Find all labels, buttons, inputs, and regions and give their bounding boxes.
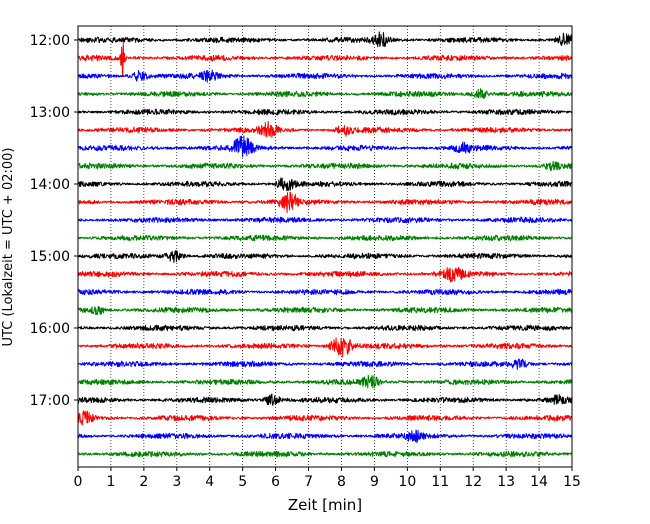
trace-row-1715 — [77, 410, 573, 426]
x-tick-label: 11 — [431, 474, 449, 490]
trace-row-1245 — [77, 88, 573, 99]
trace-row-1600 — [77, 324, 573, 332]
trace-row-1430 — [77, 216, 573, 224]
trace-row-1515 — [77, 266, 573, 283]
y-tick-label: 16:00 — [30, 321, 70, 337]
x-tick-label: 0 — [74, 474, 83, 490]
x-axis-label: Zeit [min] — [288, 496, 362, 514]
y-tick-label: 13:00 — [30, 105, 70, 121]
trace-row-1330 — [77, 135, 573, 158]
x-tick-label: 6 — [271, 474, 280, 490]
x-tick-label: 5 — [238, 474, 247, 490]
x-axis-ticks: 0 1 2 3 4 5 6 7 8 9 10 11 12 13 14 15 — [74, 467, 581, 490]
y-tick-label: 14:00 — [30, 177, 70, 193]
trace-row-1230 — [77, 69, 573, 83]
x-tick-label: 8 — [337, 474, 346, 490]
trace-row-1200 — [77, 31, 573, 48]
trace-row-1215 — [77, 41, 573, 78]
trace-row-1745 — [77, 450, 573, 458]
trace-row-1415 — [77, 191, 573, 213]
trace-row-1615 — [77, 337, 573, 358]
trace-row-1630 — [77, 358, 573, 370]
trace-group — [77, 31, 573, 458]
x-tick-label: 14 — [530, 474, 548, 490]
x-tick-label: 3 — [172, 474, 181, 490]
x-tick-label: 12 — [464, 474, 482, 490]
x-tick-label: 9 — [370, 474, 379, 490]
trace-row-1500 — [77, 249, 573, 264]
trace-row-1300 — [77, 108, 573, 116]
trace-row-1730 — [77, 429, 573, 444]
trace-row-1400 — [77, 177, 573, 192]
y-tick-label: 12:00 — [30, 33, 70, 49]
x-tick-label: 15 — [563, 474, 581, 490]
x-tick-label: 4 — [205, 474, 214, 490]
trace-row-1530 — [77, 288, 573, 296]
y-axis-label: UTC (Lokalzeit = UTC + 02:00) — [1, 148, 16, 347]
y-axis-ticks: 12:00 13:00 14:00 15:00 16:00 17:00 — [30, 33, 78, 409]
y-tick-label: 17:00 — [30, 393, 70, 409]
trace-row-1700 — [77, 393, 573, 406]
plot-frame — [77, 25, 573, 468]
x-tick-label: 1 — [106, 474, 115, 490]
trace-row-1545 — [77, 305, 573, 316]
trace-row-1645 — [77, 374, 573, 389]
x-tick-label: 7 — [304, 474, 313, 490]
y-tick-label: 15:00 — [30, 249, 70, 265]
trace-row-1315 — [77, 121, 573, 139]
x-tick-label: 2 — [139, 474, 148, 490]
trace-row-1345 — [77, 160, 573, 172]
x-tick-label: 13 — [497, 474, 515, 490]
trace-row-1445 — [77, 234, 573, 242]
x-tick-label: 10 — [398, 474, 416, 490]
